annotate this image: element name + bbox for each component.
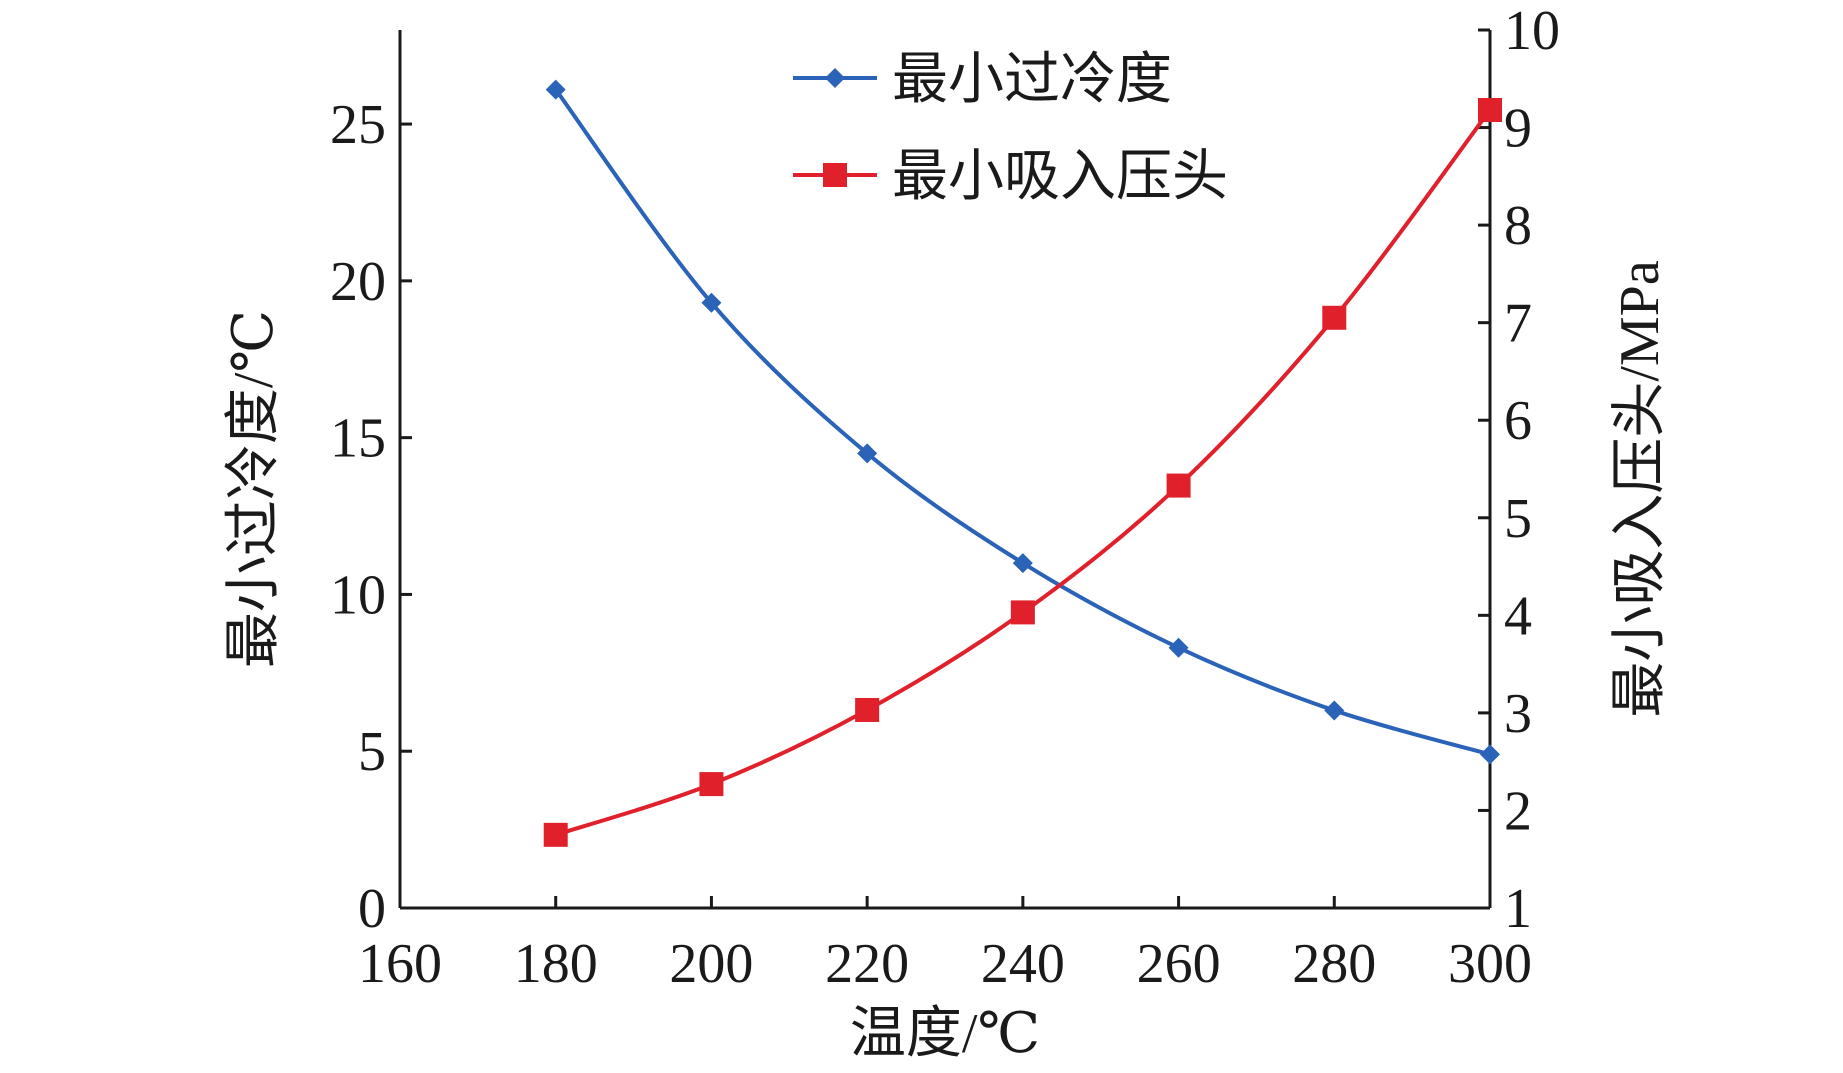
x-tick-label: 160	[358, 933, 442, 995]
data-point-diamond	[857, 443, 878, 464]
y-left-tick-label: 25	[330, 94, 386, 156]
data-point-square	[855, 697, 880, 722]
axes: 160 180 200 220 240 260 280 300 0 5 10 15 20 25 1 2 3 4 5 6…	[330, 0, 1560, 995]
legend-label: 最小吸入压头	[892, 146, 1228, 208]
y-right-tick-label: 1	[1504, 878, 1532, 940]
y-right-tick-label: 9	[1504, 98, 1532, 160]
x-tick-label: 200	[669, 933, 753, 995]
legend-marker-square	[823, 163, 847, 187]
y-right-tick-label: 7	[1504, 293, 1532, 355]
legend-marker-diamond	[825, 68, 845, 88]
x-tick-label: 300	[1448, 933, 1532, 995]
data-point-diamond	[1168, 637, 1189, 658]
y-left-tick-label: 0	[358, 878, 386, 940]
y-right-tick-label: 10	[1504, 0, 1560, 62]
y-right-tick-label: 5	[1504, 488, 1532, 550]
data-point-diamond	[701, 292, 722, 313]
y-left-tick-label: 10	[330, 564, 386, 626]
x-tick-label: 280	[1292, 933, 1376, 995]
series-layer	[543, 79, 1502, 847]
data-point-diamond	[1480, 744, 1500, 765]
y-right-tick-label: 3	[1504, 683, 1532, 745]
data-point-diamond	[545, 79, 566, 100]
data-point-square	[1166, 473, 1191, 498]
y-left-axis-title: 最小过冷度/℃	[223, 310, 285, 668]
data-point-square	[699, 772, 724, 797]
series-line	[555, 108, 1492, 837]
x-tick-label: 180	[514, 933, 598, 995]
x-axis-title: 温度/℃	[850, 1003, 1040, 1065]
x-tick-label: 240	[981, 933, 1065, 995]
y-right-tick-label: 8	[1504, 195, 1532, 257]
y-right-axis-title: 最小吸入压头/MPa	[1609, 260, 1671, 717]
data-point-square	[1478, 97, 1502, 122]
y-left-tick-label: 5	[358, 721, 386, 783]
data-point-square	[543, 822, 568, 847]
data-point-square	[1322, 305, 1347, 330]
x-tick-label: 260	[1137, 933, 1221, 995]
y-right-tick-label: 6	[1504, 390, 1532, 452]
y-right-tick-label: 2	[1504, 780, 1532, 842]
x-tick-label: 220	[825, 933, 909, 995]
data-point-diamond	[1012, 553, 1033, 574]
data-point-square	[1010, 600, 1035, 625]
y-left-tick-label: 15	[330, 408, 386, 470]
y-right-tick-label: 4	[1504, 585, 1532, 647]
data-point-diamond	[1324, 700, 1345, 721]
y-left-tick-label: 20	[330, 251, 386, 313]
legend-label: 最小过冷度	[892, 49, 1172, 111]
